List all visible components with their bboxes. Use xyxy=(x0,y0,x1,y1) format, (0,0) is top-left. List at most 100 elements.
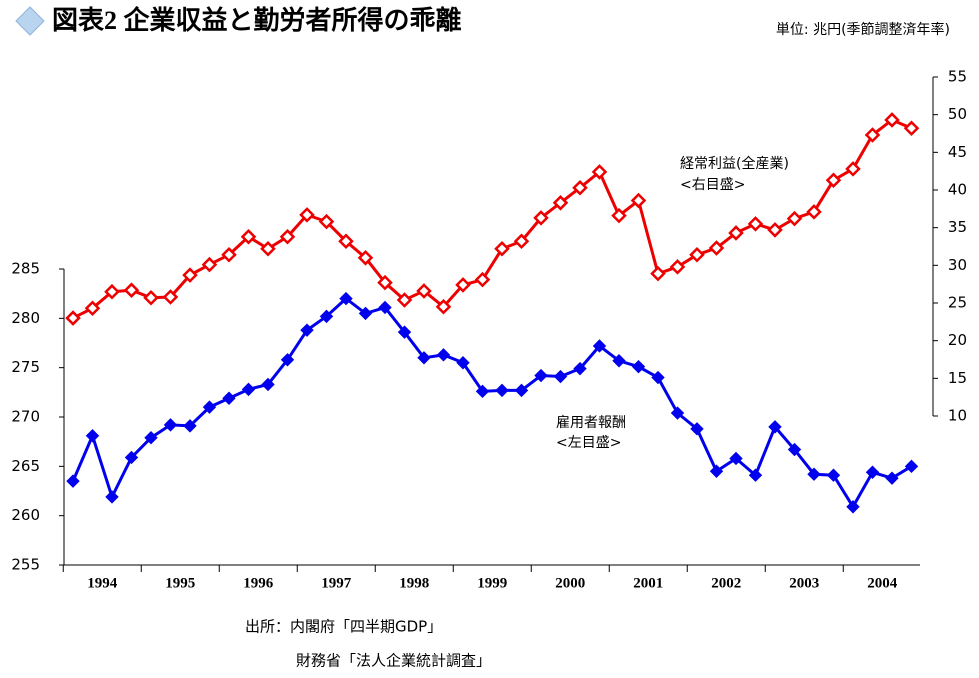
point xyxy=(495,383,509,398)
point xyxy=(826,468,841,482)
title-icon xyxy=(15,6,45,36)
point xyxy=(260,240,276,257)
source: 出所：内閣府「四半期GDP」 xyxy=(245,618,442,636)
y2-tick-label: 25 xyxy=(948,294,967,312)
point xyxy=(123,282,140,298)
y2-tick-label: 40 xyxy=(948,181,967,199)
point xyxy=(787,442,802,457)
point xyxy=(669,259,686,275)
point xyxy=(904,459,919,474)
series-scale-note: <右目盛> xyxy=(680,177,745,193)
series-line xyxy=(71,296,913,510)
y-tick-label: 255 xyxy=(11,556,40,574)
point xyxy=(825,172,842,188)
y-tick-label: 275 xyxy=(11,358,40,376)
point xyxy=(767,222,783,238)
point xyxy=(846,500,860,514)
point xyxy=(786,210,803,227)
point xyxy=(300,323,314,337)
point xyxy=(474,271,491,288)
point xyxy=(338,233,354,249)
y-tick-label: 265 xyxy=(11,457,40,475)
y2-tick-label: 55 xyxy=(948,68,967,86)
point xyxy=(885,471,899,485)
point xyxy=(163,418,178,432)
x-tick-label: 1996 xyxy=(243,575,274,591)
point xyxy=(865,465,880,479)
point xyxy=(162,289,179,305)
point xyxy=(612,354,626,368)
x-tick-label: 1999 xyxy=(477,575,507,591)
point xyxy=(728,225,744,241)
point xyxy=(494,240,510,257)
y2-tick-label: 50 xyxy=(948,105,967,123)
point xyxy=(65,310,81,326)
point xyxy=(358,306,373,321)
point xyxy=(436,348,451,362)
x-tick-label: 2003 xyxy=(789,575,819,591)
source: 財務省「法人企業統計調査」 xyxy=(296,652,491,670)
point xyxy=(183,419,197,433)
point xyxy=(357,250,374,266)
point xyxy=(66,474,80,488)
point xyxy=(416,283,432,299)
x-tick-label: 2002 xyxy=(711,575,741,591)
point xyxy=(144,431,158,445)
point xyxy=(221,247,237,263)
point xyxy=(222,391,236,405)
point xyxy=(709,464,724,478)
y2-tick-label: 10 xyxy=(948,407,967,425)
point xyxy=(104,283,120,300)
point xyxy=(690,422,704,436)
point xyxy=(182,267,198,283)
point xyxy=(845,161,861,177)
y-tick-label: 280 xyxy=(11,309,40,327)
y2-tick-label: 20 xyxy=(948,331,967,349)
point xyxy=(84,300,101,317)
point xyxy=(396,292,413,308)
point xyxy=(280,353,295,367)
series-line xyxy=(72,118,913,320)
x-tick-label: 2004 xyxy=(867,575,898,591)
point xyxy=(768,420,782,434)
point xyxy=(651,370,665,385)
point xyxy=(552,195,569,211)
point xyxy=(553,369,568,384)
point xyxy=(747,216,764,232)
y-tick-label: 260 xyxy=(11,506,40,524)
series-scale-note: <左目盛> xyxy=(556,435,621,451)
point xyxy=(85,429,100,443)
point xyxy=(241,382,256,397)
series-label: 雇用者報酬 xyxy=(556,414,626,431)
point xyxy=(417,351,431,365)
x-tick-label: 1994 xyxy=(87,575,118,591)
x-tick-label: 2000 xyxy=(555,575,585,591)
point xyxy=(864,127,881,143)
x-tick-label: 1998 xyxy=(399,575,429,591)
point xyxy=(708,240,725,256)
point xyxy=(105,490,119,504)
x-tick-label: 1995 xyxy=(165,575,195,591)
point xyxy=(397,325,412,339)
series-label: 経常利益(全産業) xyxy=(680,155,789,172)
point xyxy=(318,213,335,230)
point xyxy=(670,406,685,420)
point xyxy=(631,359,646,374)
chart-title: 図表2 企業収益と勤労者所得の乖離 xyxy=(52,5,462,35)
y-tick-label: 270 xyxy=(11,408,40,426)
point xyxy=(807,467,821,481)
x-tick-label: 2001 xyxy=(633,575,663,591)
point xyxy=(339,291,353,306)
y-tick-label: 285 xyxy=(11,260,40,278)
x-tick-label: 1997 xyxy=(321,575,352,591)
point xyxy=(689,247,705,263)
point xyxy=(319,309,334,324)
point xyxy=(279,228,296,245)
point xyxy=(299,207,315,223)
point xyxy=(377,274,393,291)
point xyxy=(456,356,470,370)
point xyxy=(591,164,608,180)
point xyxy=(202,400,217,414)
point xyxy=(240,228,257,245)
